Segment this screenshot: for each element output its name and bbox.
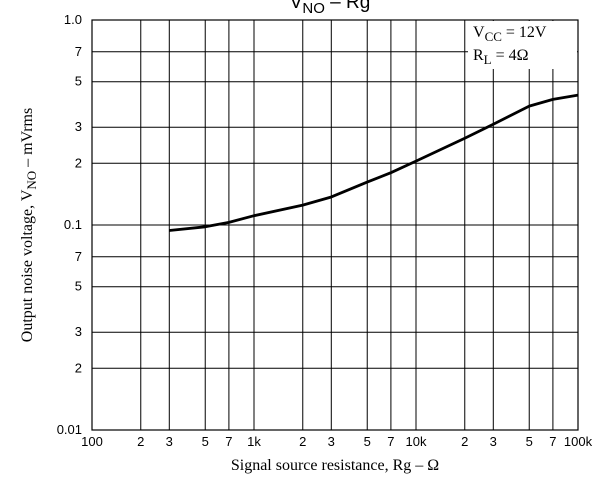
x-tick-label: 7 <box>225 434 232 449</box>
x-tick-label: 7 <box>387 434 394 449</box>
y-tick-label: 5 <box>75 74 82 89</box>
x-tick-label: 10k <box>406 434 427 449</box>
annotation: RL = 4Ω <box>473 47 529 67</box>
annotation-main: V <box>473 24 485 41</box>
x-tick-label: 1k <box>247 434 261 449</box>
x-tick-label: 5 <box>526 434 533 449</box>
y-tick-label: 3 <box>75 119 82 134</box>
y-tick-label: 0.01 <box>57 422 82 437</box>
x-tick-label: 3 <box>166 434 173 449</box>
y-tick-label: 1.0 <box>64 12 82 27</box>
annotation: VCC = 12V <box>473 24 547 44</box>
y-axis-label: Output noise voltage, VNO – mVrms <box>19 108 39 342</box>
data-line <box>169 93 579 232</box>
y-label-rest: – mVrms <box>19 108 36 171</box>
y-label-sub: NO <box>24 171 39 190</box>
y-tick-label: 7 <box>75 249 82 264</box>
x-axis-label: Signal source resistance, Rg – Ω <box>231 457 439 474</box>
chart-title: VNO – Rg <box>290 0 371 17</box>
x-tick-label: 100 <box>81 434 103 449</box>
x-tick-label: 5 <box>202 434 209 449</box>
y-tick-label: 7 <box>75 44 82 59</box>
annotation-sub: L <box>484 52 492 67</box>
x-tick-label: 5 <box>364 434 371 449</box>
x-tick-label: 7 <box>549 434 556 449</box>
x-tick-label: 3 <box>490 434 497 449</box>
y-tick-label: 2 <box>75 360 82 375</box>
y-tick-label: 5 <box>75 279 82 294</box>
title-rest: – Rg <box>325 0 370 13</box>
y-tick-label: 0.1 <box>64 217 82 232</box>
title-main: V <box>290 0 303 13</box>
title-sub: NO <box>302 0 325 17</box>
x-tick-label: 100k <box>564 434 593 449</box>
plot-frame <box>91 19 579 431</box>
x-tick-label: 2 <box>299 434 306 449</box>
x-tick-label: 2 <box>137 434 144 449</box>
y-tick-label: 2 <box>75 155 82 170</box>
annotation-rest: = 12V <box>502 24 547 41</box>
x-tick-label: 2 <box>461 434 468 449</box>
annotation-sub: CC <box>485 29 502 44</box>
y-tick-label: 3 <box>75 324 82 339</box>
y-label-main: Output noise voltage, V <box>19 189 36 342</box>
plot-area: 100 2 3 5 7 1k 2 3 5 7 10k 2 3 5 7 100k 0.01 2 3 5 7 0.1 2 3 5 7 1… <box>57 12 593 449</box>
annotation-box <box>468 21 577 69</box>
x-tick-label: 3 <box>328 434 335 449</box>
annotation-main: R <box>473 47 484 64</box>
annotation-rest: = 4Ω <box>492 47 529 64</box>
